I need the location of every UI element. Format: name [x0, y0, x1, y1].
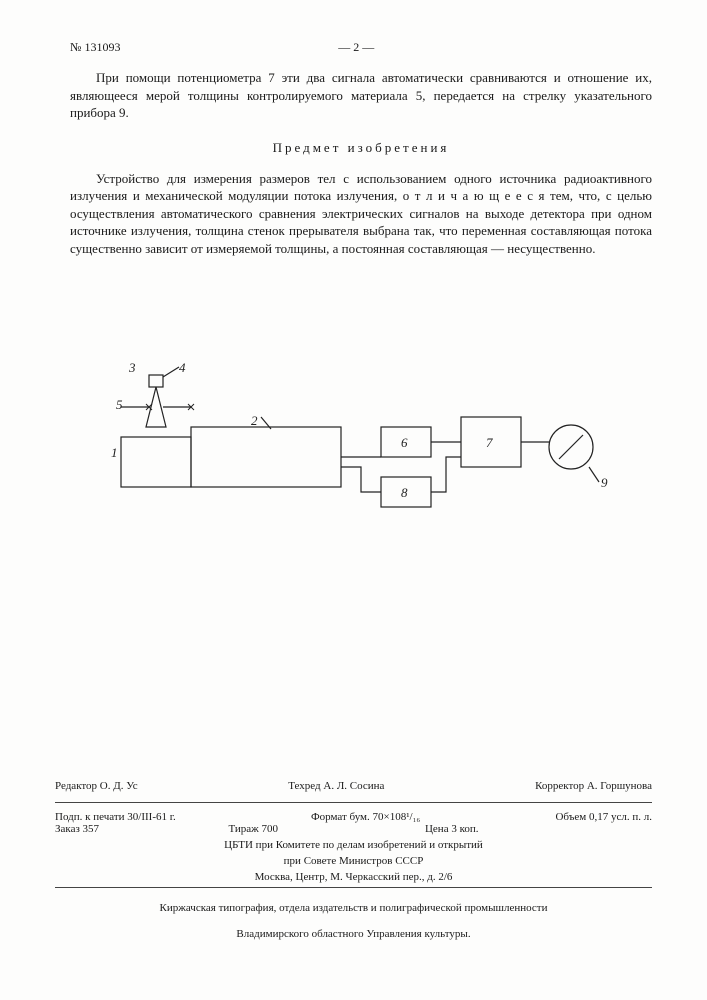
svg-text:4: 4: [179, 360, 186, 375]
diagram-svg: 1 3 4 5 2 6 7 8 9: [101, 317, 621, 537]
meta1-center: Формат бум. 70×108¹/₁₆: [176, 811, 556, 823]
doc-number: № 131093: [70, 40, 120, 55]
svg-text:3: 3: [128, 360, 136, 375]
editor: Редактор О. Д. Ус: [55, 780, 138, 792]
hr-2: [55, 887, 652, 888]
meta1-left: Подп. к печати 30/III-61 г.: [55, 811, 176, 823]
paragraph-2: Устройство для измерения размеров тел с …: [70, 170, 652, 258]
credits: Редактор О. Д. Ус Техред А. Л. Сосина Ко…: [55, 780, 652, 792]
section-title: Предмет изобретения: [70, 140, 652, 156]
diagram: 1 3 4 5 2 6 7 8 9: [70, 317, 652, 537]
meta2-left: Заказ 357: [55, 823, 175, 835]
svg-text:9: 9: [601, 475, 608, 490]
meta-row-2: Заказ 357 Тираж 700 Цена 3 коп.: [55, 823, 652, 835]
meta1-right: Объем 0,17 усл. п. л.: [555, 811, 652, 823]
svg-text:8: 8: [401, 485, 408, 500]
footer-line1: ЦБТИ при Комитете по делам изобретений и…: [55, 839, 652, 851]
footer-line2: при Совете Министров СССР: [55, 855, 652, 867]
page-number: — 2 —: [338, 40, 374, 55]
paragraph-1: При помощи потенциометра 7 эти два сигна…: [70, 69, 652, 122]
meta2-c1: Тираж 700: [228, 823, 278, 835]
typo-line2: Владимирского областного Управления куль…: [55, 928, 652, 940]
typo-line1: Киржачская типография, отдела издательст…: [55, 902, 652, 914]
hr-1: [55, 802, 652, 803]
footer: Редактор О. Д. Ус Техред А. Л. Сосина Ко…: [55, 780, 652, 940]
tech: Техред А. Л. Сосина: [288, 780, 384, 792]
page: № 131093 — 2 — При помощи потенциометра …: [0, 0, 707, 1000]
svg-text:7: 7: [486, 435, 493, 450]
svg-text:5: 5: [116, 397, 123, 412]
meta-row-1: Подп. к печати 30/III-61 г. Формат бум. …: [55, 811, 652, 823]
footer-line3: Москва, Центр, М. Черкасский пер., д. 2/…: [55, 871, 652, 883]
svg-text:6: 6: [401, 435, 408, 450]
svg-text:1: 1: [111, 445, 118, 460]
header: № 131093 — 2 —: [70, 40, 652, 55]
meta2-c2: Цена 3 коп.: [425, 823, 479, 835]
svg-text:2: 2: [251, 413, 258, 428]
corrector: Корректор А. Горшунова: [535, 780, 652, 792]
